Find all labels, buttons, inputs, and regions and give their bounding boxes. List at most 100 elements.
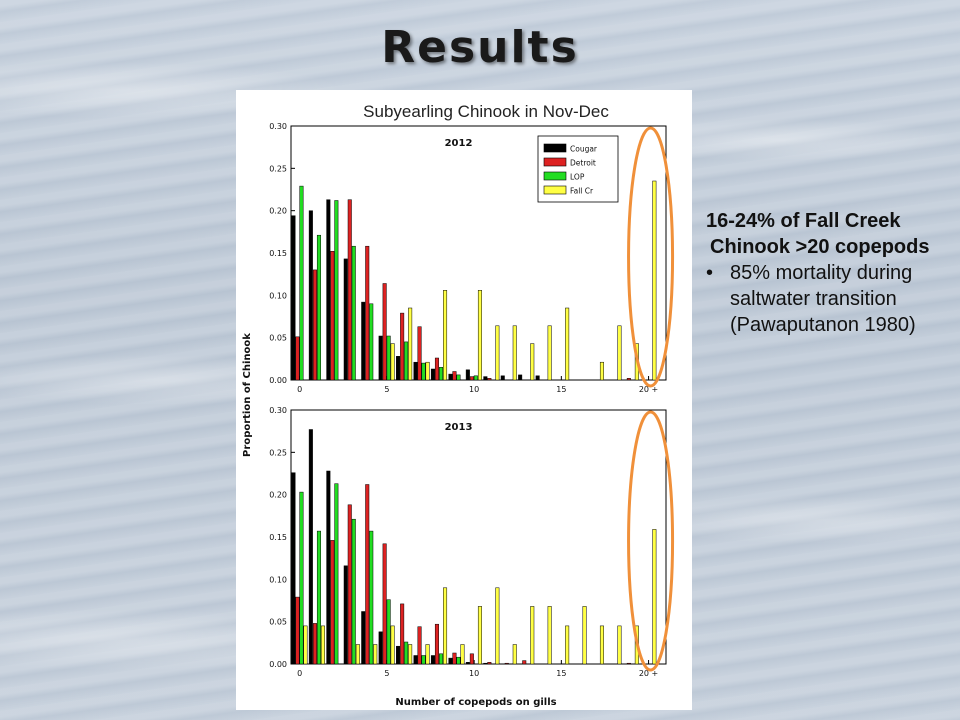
bar-detroit (469, 376, 474, 381)
bar-fall-cr (443, 587, 448, 665)
bar-detroit (365, 245, 370, 381)
bar-fall-cr (355, 644, 360, 665)
bar-lop (386, 599, 391, 665)
y-tick-label: 0.30 (269, 122, 287, 131)
bar-detroit (295, 596, 300, 665)
panel-title: 2012 (445, 138, 473, 149)
bar-lop (334, 200, 339, 381)
bar-cougar (396, 356, 401, 381)
bar-detroit (487, 378, 492, 381)
finding-line-2: Chinook >20 copepods (710, 236, 930, 258)
bar-detroit (312, 623, 317, 665)
bar-detroit (365, 484, 370, 665)
bar-fall-cr (652, 529, 657, 665)
bar-lop (421, 655, 426, 665)
bar-fall-cr (495, 587, 500, 665)
highlight-oval (627, 126, 675, 388)
bar-cougar (308, 210, 313, 381)
bar-fall-cr (320, 625, 325, 665)
y-tick-label: 0.25 (269, 448, 287, 457)
bar-fall-cr (599, 361, 604, 381)
bar-lop (456, 374, 461, 381)
bar-detroit (504, 662, 509, 665)
bar-detroit (347, 199, 352, 381)
bar-fall-cr (652, 180, 657, 381)
bar-fall-cr (547, 606, 552, 665)
finding-bullet: • 85% mortality during saltwater transit… (706, 260, 960, 338)
bar-cougar (291, 472, 296, 665)
finding-bullet-text: 85% mortality during saltwater transitio… (730, 262, 916, 336)
bar-detroit (330, 251, 335, 381)
bar-cougar (396, 645, 401, 665)
bar-cougar (413, 655, 418, 665)
bar-lop (369, 530, 374, 665)
bar-cougar (343, 258, 348, 381)
x-tick-label: 15 (556, 669, 566, 678)
bar-cougar (430, 655, 435, 665)
legend-label: Fall Cr (570, 187, 594, 196)
bar-lop (439, 367, 444, 381)
bar-cougar (361, 611, 366, 665)
bar-cougar (518, 374, 523, 381)
bar-fall-cr (582, 606, 587, 665)
bar-fall-cr (408, 644, 413, 665)
bar-cougar (483, 662, 488, 665)
bar-fall-cr (477, 290, 482, 381)
bar-fall-cr (565, 307, 570, 381)
panel-title: 2013 (445, 422, 473, 433)
finding-bullets: • 85% mortality during saltwater transit… (706, 260, 960, 338)
bar-lop (334, 483, 339, 665)
bar-fall-cr (599, 625, 604, 665)
bar-fall-cr (512, 644, 517, 665)
bar-detroit (400, 603, 405, 665)
x-tick-label: 0 (297, 385, 302, 394)
chart-svg: Subyearling Chinook in Nov-Dec Proportio… (242, 102, 675, 708)
bar-detroit (487, 662, 492, 665)
bar-detroit (434, 357, 439, 381)
bar-fall-cr (530, 606, 535, 665)
bar-lop (299, 185, 304, 381)
legend-label: Cougar (570, 145, 598, 154)
bar-lop (369, 303, 374, 381)
finding-line-1: 16-24% of Fall Creek (706, 210, 901, 232)
bar-detroit (295, 336, 300, 381)
bar-cougar (326, 470, 331, 665)
x-axis-label: Number of copepods on gills (395, 697, 556, 708)
bar-detroit (417, 326, 422, 381)
bar-lop (299, 491, 304, 665)
bar-lop (439, 653, 444, 665)
bar-fall-cr (547, 325, 552, 381)
x-tick-label: 10 (469, 385, 479, 394)
bar-detroit (522, 660, 527, 665)
x-tick-label: 20 + (639, 385, 658, 394)
legend-swatch (543, 171, 567, 181)
bar-cougar (448, 657, 453, 665)
bar-fall-cr (373, 644, 378, 665)
bar-cougar (343, 565, 348, 665)
y-tick-label: 0.20 (269, 207, 287, 216)
bar-fall-cr (390, 343, 395, 381)
bar-cougar (483, 376, 488, 381)
legend-label: LOP (570, 173, 585, 182)
figure-header: Subyearling Chinook in Nov-Dec (363, 102, 609, 121)
bar-fall-cr (512, 325, 517, 381)
bar-fall-cr (477, 606, 482, 665)
findings-notes: 16-24% of Fall Creek Chinook >20 copepod… (706, 208, 960, 338)
y-tick-label: 0.00 (269, 376, 287, 385)
bar-lop (316, 530, 321, 665)
bar-lop (404, 641, 409, 665)
bar-fall-cr (303, 625, 308, 665)
bar-cougar (430, 368, 435, 381)
bar-cougar (361, 301, 366, 381)
bar-detroit (347, 504, 352, 665)
bar-detroit (626, 378, 631, 381)
bar-detroit (400, 312, 405, 381)
bar-lop (386, 335, 391, 381)
y-tick-label: 0.20 (269, 491, 287, 500)
y-tick-label: 0.30 (269, 406, 287, 415)
y-tick-label: 0.10 (269, 575, 287, 584)
bar-cougar (500, 375, 505, 381)
bar-cougar (291, 215, 296, 381)
bar-detroit (382, 283, 387, 381)
slide-title: Results (381, 22, 579, 73)
